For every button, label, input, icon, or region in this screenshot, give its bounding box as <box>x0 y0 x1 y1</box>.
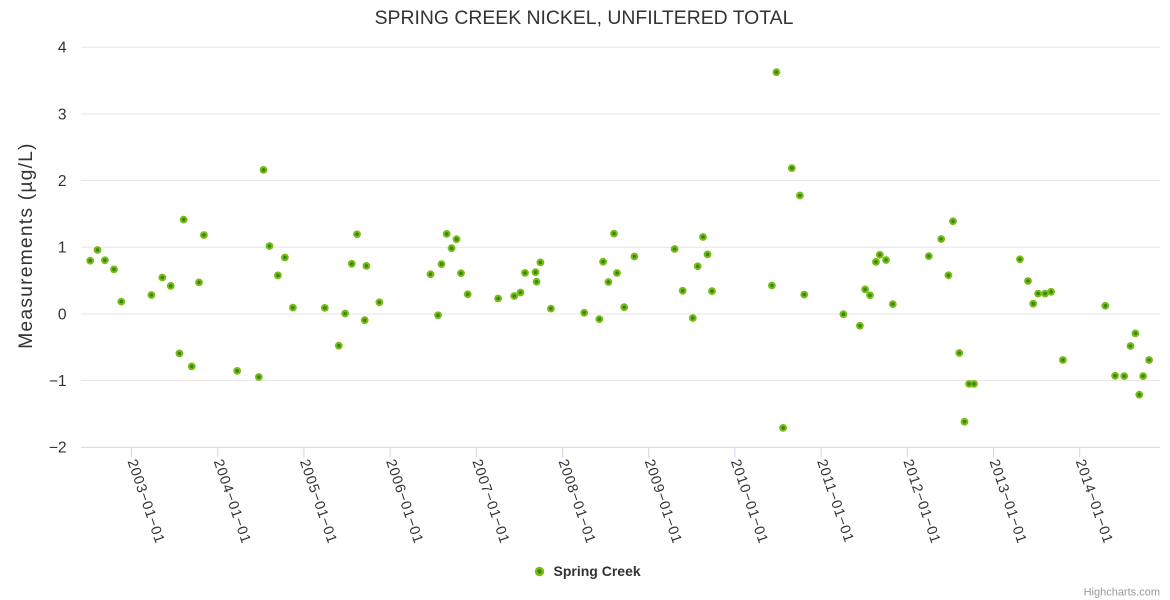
svg-text:Measurements (µg/L): Measurements (µg/L) <box>15 142 37 349</box>
svg-text:1: 1 <box>58 240 67 257</box>
svg-text:Highcharts.com: Highcharts.com <box>1084 587 1160 599</box>
svg-text:2: 2 <box>58 173 67 190</box>
svg-text:−1: −1 <box>49 373 67 390</box>
svg-text:−2: −2 <box>49 440 67 457</box>
svg-text:SPRING CREEK NICKEL, UNFILTERE: SPRING CREEK NICKEL, UNFILTERED TOTAL <box>375 7 794 29</box>
svg-text:Spring Creek: Spring Creek <box>554 563 641 579</box>
svg-text:0: 0 <box>58 306 67 323</box>
svg-text:4: 4 <box>58 40 67 57</box>
svg-text:3: 3 <box>58 106 67 123</box>
